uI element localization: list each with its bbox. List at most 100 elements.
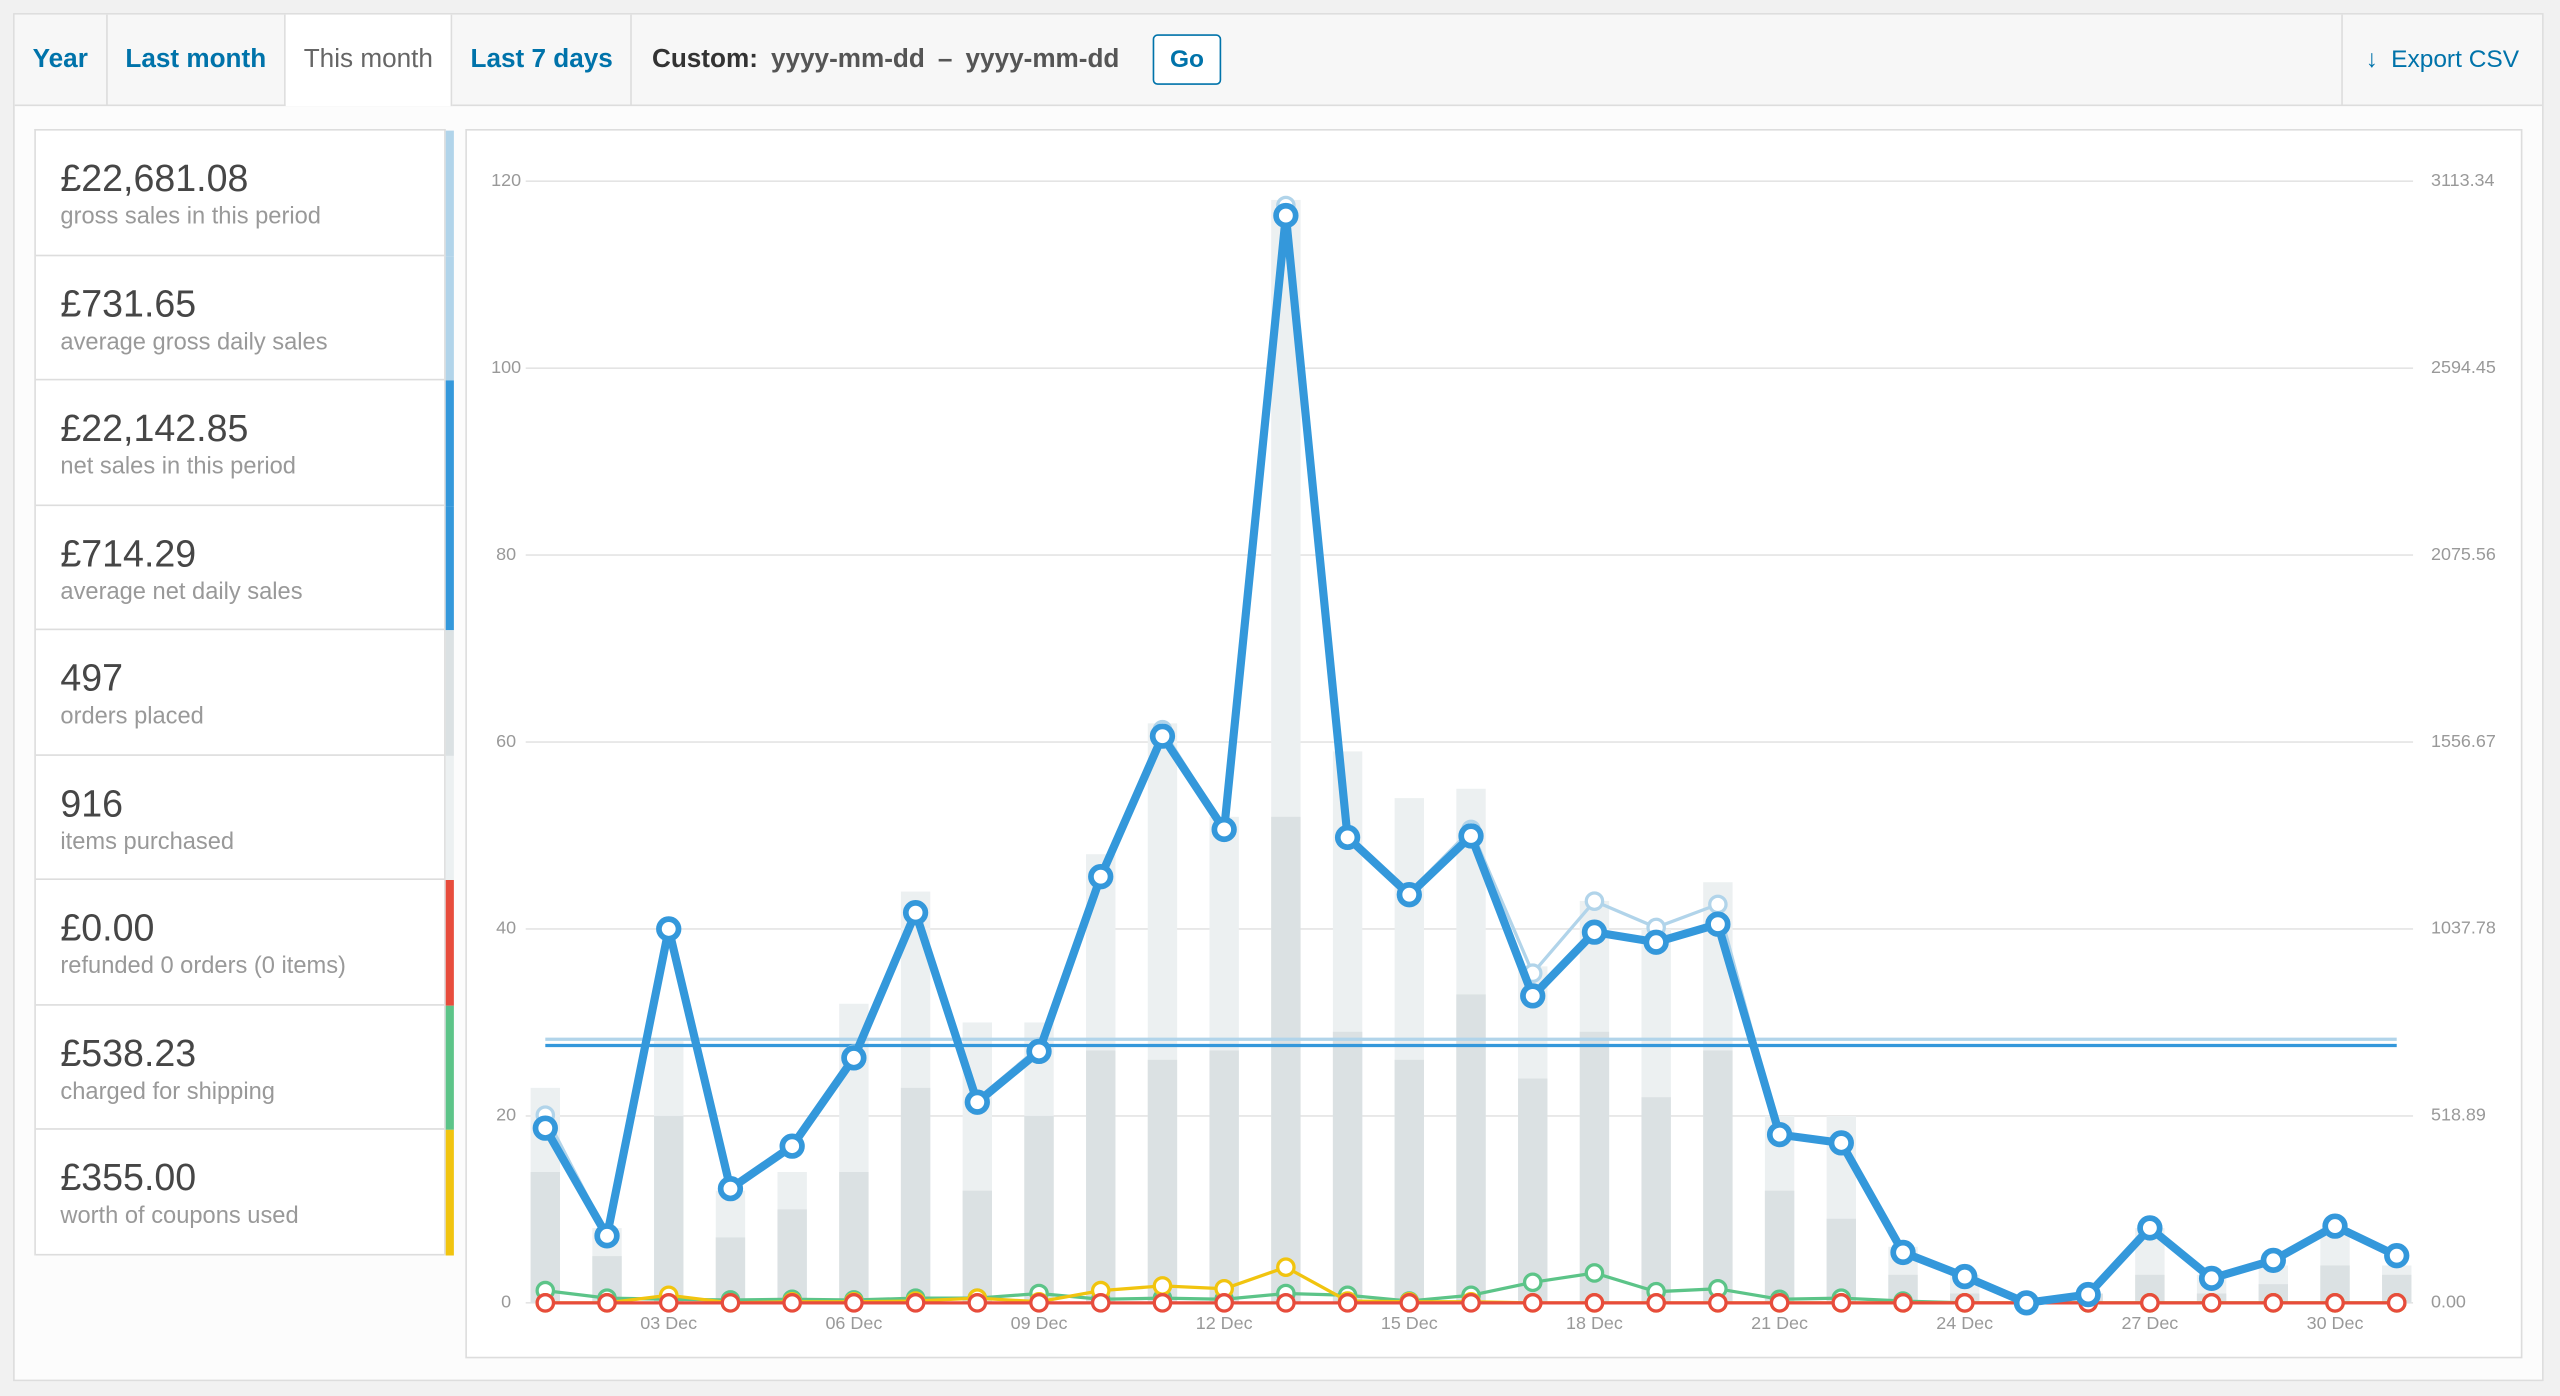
summary-item[interactable]: 916 items purchased <box>35 755 454 880</box>
summary-item[interactable]: 497 orders placed <box>35 630 454 756</box>
summary-value: £714.29 <box>60 531 197 574</box>
summary-label: average gross daily sales <box>60 328 328 356</box>
y2-tick-label: 3113.34 <box>2431 170 2495 190</box>
summary-label: average net daily sales <box>60 578 303 605</box>
summary-value: £538.23 <box>60 1031 197 1074</box>
point <box>1152 1276 1173 1296</box>
point <box>779 1133 805 1159</box>
x-tick-label: 15 Dec <box>1381 1313 1438 1333</box>
bar <box>1764 1190 1795 1303</box>
bar <box>900 1087 931 1303</box>
y2-tick-label: 2075.56 <box>2431 544 2496 564</box>
point <box>841 1045 867 1071</box>
x-tick-label: 27 Dec <box>2121 1313 2178 1333</box>
point <box>1890 1239 1916 1266</box>
point <box>1769 1293 1790 1313</box>
x-tick-label: 03 Dec <box>640 1313 697 1333</box>
download-icon: ↓ <box>2365 45 2379 74</box>
bar <box>1024 1115 1054 1303</box>
point <box>597 1293 617 1313</box>
x-tick-label: 06 Dec <box>825 1313 882 1333</box>
date-from[interactable]: yyyy-mm-dd <box>770 44 925 73</box>
point <box>2386 1293 2407 1313</box>
bar <box>839 1171 869 1303</box>
summary-item[interactable]: £714.29 average net daily sales <box>35 505 454 631</box>
range-tab[interactable]: Last 7 days <box>453 14 633 105</box>
tab-bar: Year Last month This month Last 7 days Cust… <box>14 14 2543 107</box>
summary-value: £22,681.08 <box>60 156 249 200</box>
point <box>2263 1293 2284 1313</box>
point <box>2198 1265 2225 1292</box>
y-tick-label: 60 <box>496 731 516 751</box>
color-bar <box>445 1004 454 1130</box>
custom-label: Custom: <box>651 44 758 73</box>
color-bar <box>445 505 454 631</box>
point <box>1831 1293 1852 1313</box>
summary-item[interactable]: £22,142.85 net sales in this period <box>35 380 454 506</box>
custom-range: Custom: yyyy-mm-dd – yyyy-mm-dd Go <box>632 15 1222 105</box>
color-bar <box>445 879 454 1005</box>
point <box>1708 1293 1728 1313</box>
date-to[interactable]: yyyy-mm-dd <box>965 44 1120 73</box>
bar <box>1147 1059 1178 1303</box>
point <box>1584 891 1605 911</box>
bar <box>1703 1050 1733 1303</box>
summary-value: 916 <box>60 781 124 824</box>
x-tick-label: 18 Dec <box>1566 1313 1623 1333</box>
point <box>2322 1213 2348 1239</box>
export-csv[interactable]: ↓ Export CSV <box>2341 14 2542 105</box>
summary-item[interactable]: £0.00 refunded 0 orders (0 items) <box>35 879 454 1005</box>
color-bar <box>445 1129 454 1255</box>
y-tick-label: 40 <box>496 918 516 938</box>
y2-tick-label: 1037.78 <box>2431 918 2496 938</box>
point <box>1211 816 1237 843</box>
point <box>1088 864 1114 890</box>
point <box>782 1293 802 1313</box>
point <box>1152 1293 1173 1313</box>
bar <box>962 1190 992 1303</box>
point <box>1643 929 1669 955</box>
point <box>1646 1293 1666 1313</box>
point <box>2201 1293 2222 1313</box>
summary-item[interactable]: £22,681.08 gross sales in this period <box>35 130 454 256</box>
point <box>2140 1293 2160 1313</box>
bar <box>1332 1031 1363 1303</box>
range-tab[interactable]: Year <box>15 14 108 105</box>
summary-label: gross sales in this period <box>60 204 321 231</box>
summary-item[interactable]: £355.00 worth of coupons used <box>35 1129 454 1255</box>
bar <box>1209 1050 1239 1303</box>
point <box>905 1293 926 1313</box>
go-button[interactable]: Go <box>1152 34 1222 85</box>
point <box>1276 1257 1296 1277</box>
point <box>844 1293 864 1313</box>
point <box>717 1175 744 1202</box>
x-tick-label: 21 Dec <box>1751 1313 1808 1333</box>
summary-value: £731.65 <box>60 281 197 325</box>
range-tab[interactable]: This month <box>285 14 453 107</box>
bar <box>1641 1097 1671 1303</box>
bar <box>1394 1059 1424 1303</box>
point <box>1893 1293 1913 1313</box>
point <box>1520 983 1546 1009</box>
y2-tick-label: 1556.67 <box>2431 731 2496 751</box>
y-tick-label: 100 <box>491 357 521 377</box>
summary-label: items purchased <box>60 828 235 855</box>
range-tab[interactable]: Last month <box>107 14 286 105</box>
y-tick-label: 80 <box>496 544 516 564</box>
summary-value: £355.00 <box>60 1155 197 1199</box>
summary-item[interactable]: £731.65 average gross daily sales <box>35 255 454 381</box>
separator: – <box>937 44 953 73</box>
y-tick-label: 20 <box>496 1105 516 1125</box>
chart-box: 0 20 40 60 80 100 120 0.00 518.89 1037.78 1556.67 2… <box>465 128 2523 1359</box>
color-bar <box>445 255 454 381</box>
summary-value: £22,142.85 <box>60 406 249 449</box>
point <box>1149 723 1176 749</box>
summary-item[interactable]: £538.23 charged for shipping <box>35 1004 454 1130</box>
point <box>967 1293 988 1313</box>
point <box>658 1293 679 1313</box>
point <box>1584 1293 1605 1313</box>
bar <box>654 1115 684 1303</box>
point <box>1026 1038 1052 1065</box>
point <box>1396 882 1422 908</box>
color-bar <box>445 755 454 880</box>
